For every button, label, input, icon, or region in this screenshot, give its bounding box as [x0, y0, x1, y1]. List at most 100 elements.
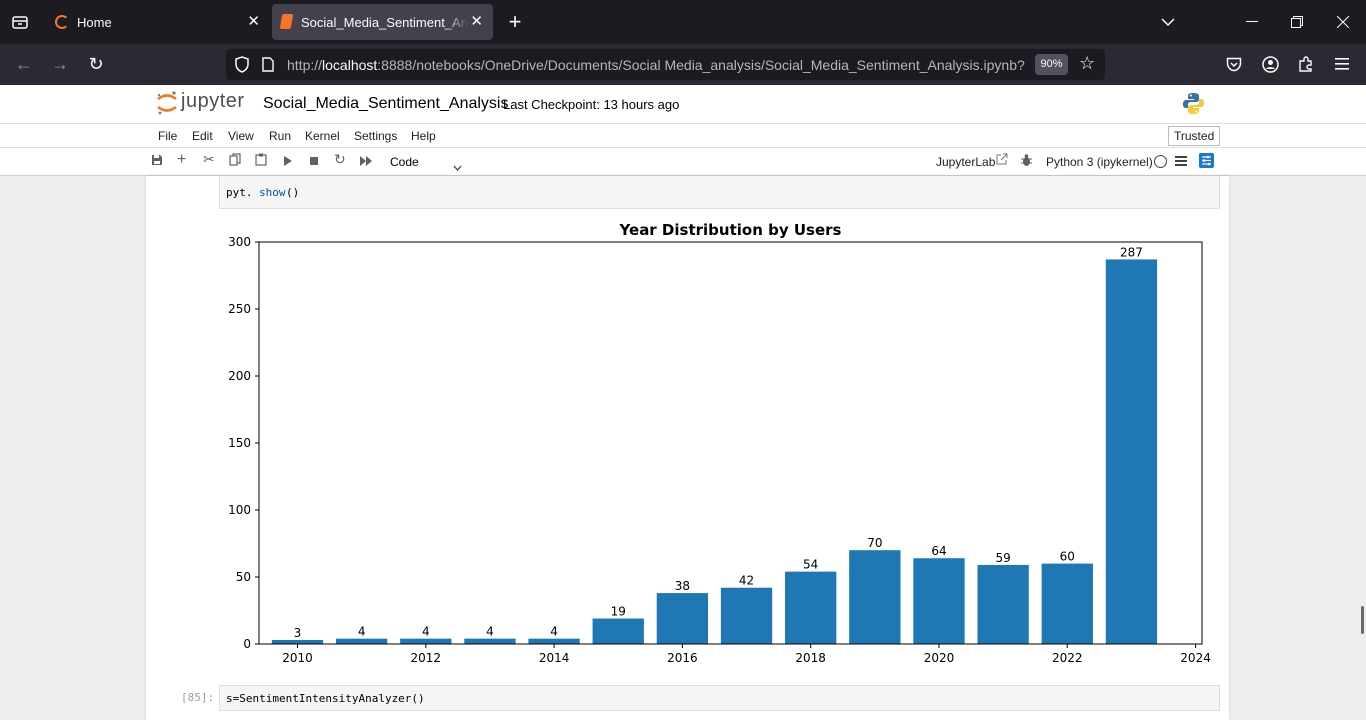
tab-overview-icon[interactable]: [8, 10, 32, 34]
jupyter-menubar: File Edit View Run Kernel Settings Help …: [0, 123, 1366, 148]
x-tick-label: 2010: [282, 651, 313, 665]
bar-value-label: 70: [867, 536, 882, 550]
tab-home[interactable]: Home ✕: [44, 4, 270, 40]
debugger-bug-icon[interactable]: [1021, 154, 1032, 172]
close-icon[interactable]: ✕: [470, 13, 483, 30]
bar-value-label: 4: [358, 625, 366, 639]
y-tick-label: 50: [236, 570, 251, 584]
code-text: s=SentimentIntensityAnalyzer(): [226, 692, 425, 705]
y-tick-label: 100: [228, 503, 251, 517]
add-cell-icon[interactable]: +: [177, 151, 187, 168]
jupyter-header: jupyter Social_Media_Sentiment_Analysis …: [0, 85, 1366, 123]
bar-value-label: 42: [739, 574, 754, 588]
restore-icon[interactable]: [1285, 10, 1309, 34]
kernel-name[interactable]: Python 3 (ipykernel): [1046, 155, 1153, 169]
forward-arrow-icon[interactable]: →: [51, 53, 69, 74]
account-icon[interactable]: [1258, 52, 1282, 76]
menu-kernel[interactable]: Kernel: [305, 129, 340, 143]
bar: [400, 638, 452, 644]
page-info-icon[interactable]: [262, 57, 274, 77]
bar: [271, 639, 324, 644]
code-cell-input[interactable]: pyt. show(): [219, 176, 1220, 209]
trusted-indicator[interactable]: Trusted: [1168, 126, 1221, 146]
chart-title: Year Distribution by Users: [619, 221, 842, 239]
notebook-area: pyt. show() [85]: s=SentimentIntensityAna…: [0, 176, 1366, 720]
y-tick-label: 250: [228, 302, 251, 316]
menu-file[interactable]: File: [158, 129, 178, 143]
bar: [913, 558, 965, 644]
bar-value-label: 4: [486, 625, 494, 639]
code-parens: (): [286, 186, 300, 199]
reload-icon[interactable]: ↻: [88, 53, 104, 74]
bar-value-label: 60: [1060, 550, 1075, 564]
python-logo-icon: [1181, 91, 1206, 121]
scrollbar-thumb[interactable]: [1361, 606, 1364, 634]
jupyter-logo-text: jupyter: [181, 90, 245, 112]
notebook-title[interactable]: Social_Media_Sentiment_Analysis: [263, 95, 509, 112]
bar: [1105, 259, 1158, 644]
jupyterlab-link[interactable]: JupyterLab: [936, 155, 996, 169]
url-prefix: http://: [287, 57, 323, 73]
pocket-icon[interactable]: [1222, 52, 1246, 76]
menu-run[interactable]: Run: [269, 129, 292, 143]
tab-notebook-active[interactable]: Social_Media_Sentiment_Analysis ✕: [272, 4, 493, 40]
property-inspector-icon[interactable]: [1199, 153, 1214, 168]
tab-title: Home: [77, 15, 112, 30]
stop-icon[interactable]: [310, 153, 318, 170]
restart-icon[interactable]: ↻: [334, 151, 346, 167]
bar-value-label: 59: [995, 551, 1010, 565]
kernel-status-idle-icon: [1154, 155, 1167, 168]
close-icon[interactable]: ✕: [247, 13, 260, 30]
cell-type-dropdown[interactable]: Code: [383, 150, 467, 173]
url-bar[interactable]: http://localhost:8888/notebooks/OneDrive…: [226, 49, 1105, 80]
menu-edit[interactable]: Edit: [192, 129, 213, 143]
bar: [528, 638, 580, 644]
jupyter-logo[interactable]: jupyter: [156, 90, 252, 118]
hamburger-menu-icon[interactable]: [1330, 52, 1354, 76]
code-cell-input[interactable]: s=SentimentIntensityAnalyzer(): [219, 685, 1220, 711]
code-object: pyt.: [226, 186, 253, 199]
notebook-toolbar: + ✂ ↻ Code JupyterLab Python 3 (ipykerne…: [0, 148, 1366, 176]
url-text[interactable]: http://localhost:8888/notebooks/OneDrive…: [287, 57, 1025, 73]
bar: [720, 587, 773, 644]
new-tab-icon[interactable]: +: [508, 9, 522, 34]
x-tick-label: 2016: [667, 651, 698, 665]
run-icon[interactable]: [284, 153, 292, 170]
close-window-icon[interactable]: [1331, 10, 1355, 34]
fast-forward-icon[interactable]: [360, 153, 372, 170]
x-tick-label: 2012: [411, 651, 442, 665]
list-all-tabs-icon[interactable]: [1156, 10, 1180, 34]
copy-icon[interactable]: [229, 153, 241, 170]
menu-settings[interactable]: Settings: [354, 129, 398, 143]
x-tick-label: 2014: [539, 651, 570, 665]
bar-value-label: 64: [931, 544, 946, 558]
cut-icon[interactable]: ✂: [203, 151, 215, 167]
x-tick-label: 2020: [924, 651, 955, 665]
save-icon[interactable]: [151, 153, 163, 170]
paste-icon[interactable]: [255, 153, 267, 170]
chevron-down-icon: [453, 158, 462, 176]
menu-help[interactable]: Help: [411, 129, 436, 143]
last-checkpoint-text: Last Checkpoint: 13 hours ago: [503, 97, 680, 112]
external-link-icon[interactable]: [996, 152, 1008, 170]
x-tick-label: 2024: [1180, 651, 1211, 665]
bar: [785, 571, 837, 644]
minimize-icon[interactable]: [1240, 10, 1264, 34]
url-host: localhost: [322, 57, 378, 73]
bar-value-label: 54: [803, 558, 818, 572]
cell-type-value: Code: [390, 155, 419, 169]
browser-tab-strip: Home ✕ Social_Media_Sentiment_Analysis ✕…: [0, 0, 1366, 44]
shield-icon[interactable]: [234, 56, 250, 78]
extensions-icon[interactable]: [1294, 52, 1318, 76]
y-tick-label: 300: [228, 235, 251, 249]
menu-view[interactable]: View: [228, 129, 254, 143]
y-tick-label: 150: [228, 436, 251, 450]
star-bookmark-icon[interactable]: ☆: [1079, 53, 1096, 73]
bar-value-label: 287: [1120, 245, 1143, 259]
list-view-icon[interactable]: [1175, 154, 1187, 172]
zoom-level-badge[interactable]: 90%: [1035, 54, 1068, 75]
bar: [335, 638, 388, 644]
back-arrow-icon[interactable]: ←: [15, 53, 33, 74]
x-tick-label: 2018: [795, 651, 826, 665]
bar: [977, 564, 1029, 644]
